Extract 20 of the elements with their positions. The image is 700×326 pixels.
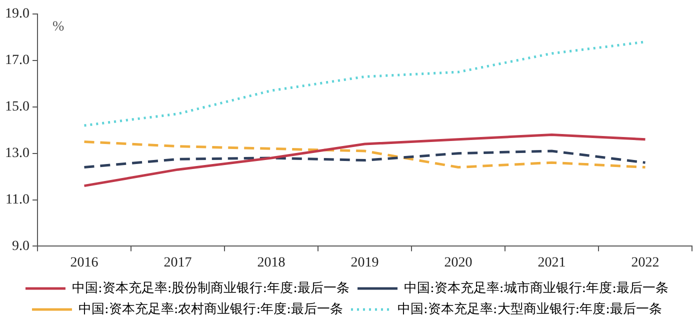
x-tick-label: 2021 xyxy=(538,255,566,270)
legend-label: 中国:资本充足率:股份制商业银行:年度:最后一条 xyxy=(72,280,350,296)
x-tick-label: 2018 xyxy=(257,255,286,270)
x-tick-label: 2019 xyxy=(350,255,379,270)
line-series xyxy=(83,150,646,168)
x-tick-label: 2017 xyxy=(164,255,192,270)
x-tick-label: 2022 xyxy=(631,255,660,270)
y-axis-title: % xyxy=(52,20,64,35)
legend-label: 中国:资本充足率:农村商业银行:年度:最后一条 xyxy=(78,300,344,317)
y-tick-label: 17.0 xyxy=(5,53,30,68)
x-tick-label: 2020 xyxy=(444,255,472,270)
y-tick-label: 11.0 xyxy=(6,192,30,208)
line-series xyxy=(83,140,646,168)
y-tick-label: 15.0 xyxy=(5,100,30,115)
y-tick-label: 9.0 xyxy=(12,238,30,254)
legend-label: 中国:资本充足率:城市商业银行:年度:最后一条 xyxy=(404,280,669,296)
y-tick-label: 13.0 xyxy=(5,146,30,161)
x-tick-label: 2016 xyxy=(70,255,98,270)
y-tick-label: 19.0 xyxy=(5,6,30,22)
legend-label: 中国:资本充足率:大型商业银行:年度:最后一条 xyxy=(398,300,662,317)
